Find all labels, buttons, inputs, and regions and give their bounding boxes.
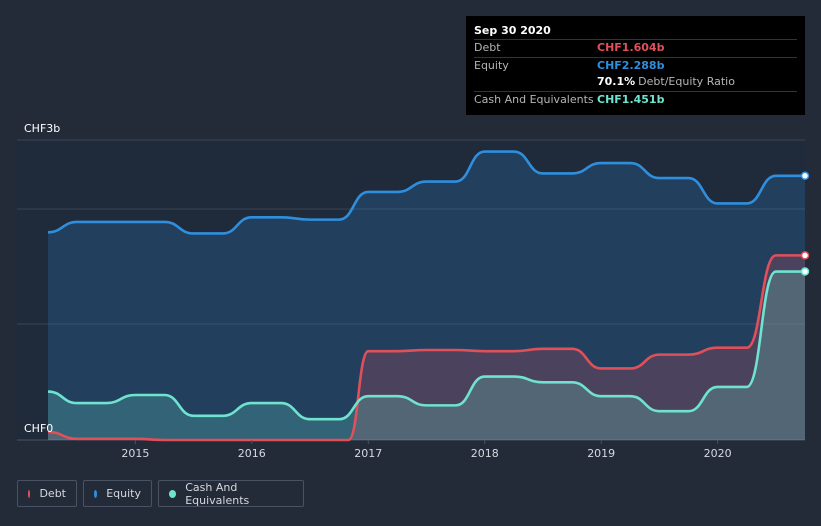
- x-tick-label-2020: 2020: [704, 447, 732, 460]
- tooltip-ratio-value: 70.1%: [597, 75, 636, 88]
- legend-equity-dot-icon: [94, 489, 98, 498]
- cash-area: [48, 271, 805, 440]
- tooltip-cash-value: CHF1.451b: [597, 92, 665, 106]
- equity-end-point: [800, 171, 810, 181]
- tooltip-row-debt: Debt CHF1.604b: [474, 39, 797, 57]
- debt-line: [47, 254, 805, 442]
- y-label-bottom: CHF0: [24, 422, 53, 435]
- tooltip-equity-label: Equity: [474, 58, 509, 72]
- tooltip-debt-value: CHF1.604b: [597, 41, 665, 54]
- x-tick-label-2018: 2018: [471, 447, 499, 460]
- equity-line: [47, 150, 805, 235]
- legend-debt-dot-icon: [28, 489, 31, 498]
- legend-equity[interactable]: Equity: [83, 480, 152, 507]
- legend-equity-label: Equity: [106, 487, 141, 500]
- tooltip-row-equity: Equity CHF2.288b: [474, 56, 797, 75]
- debt-end-point: [800, 251, 810, 260]
- tooltip-row-ratio: 70.1% Debt/Equity Ratio: [474, 74, 797, 91]
- tooltip-ratio-label: Debt/Equity Ratio: [638, 75, 735, 88]
- x-tick-label-2017: 2017: [354, 447, 382, 460]
- legend-cash[interactable]: Cash And Equivalents: [158, 480, 304, 507]
- cash-line: [47, 270, 805, 421]
- debt-area: [48, 255, 805, 440]
- legend-debt[interactable]: Debt: [17, 480, 77, 507]
- tooltip-row-cash: Cash And Equivalents CHF1.451b: [474, 90, 797, 109]
- tooltip-date: Sep 30 2020: [474, 24, 551, 37]
- x-tick-label-2019: 2019: [587, 447, 615, 460]
- x-tick-label-2015: 2015: [121, 447, 149, 460]
- tooltip-cash-label: Cash And Equivalents: [474, 92, 594, 106]
- x-tick-label-2016: 2016: [238, 447, 266, 460]
- tooltip-debt-label: Debt: [474, 41, 501, 54]
- legend-cash-label: Cash And Equivalents: [185, 480, 250, 507]
- y-label-top: CHF3b: [24, 122, 60, 135]
- tooltip-equity-value: CHF2.288b: [597, 58, 665, 72]
- tooltip-panel: Sep 30 2020 Debt CHF1.604b Equity CHF2.2…: [466, 16, 805, 115]
- legend-cash-dot-icon: [169, 489, 177, 498]
- cash-end-point: [800, 267, 810, 276]
- legend-debt-label: Debt: [39, 487, 66, 500]
- plot-area: [17, 140, 805, 440]
